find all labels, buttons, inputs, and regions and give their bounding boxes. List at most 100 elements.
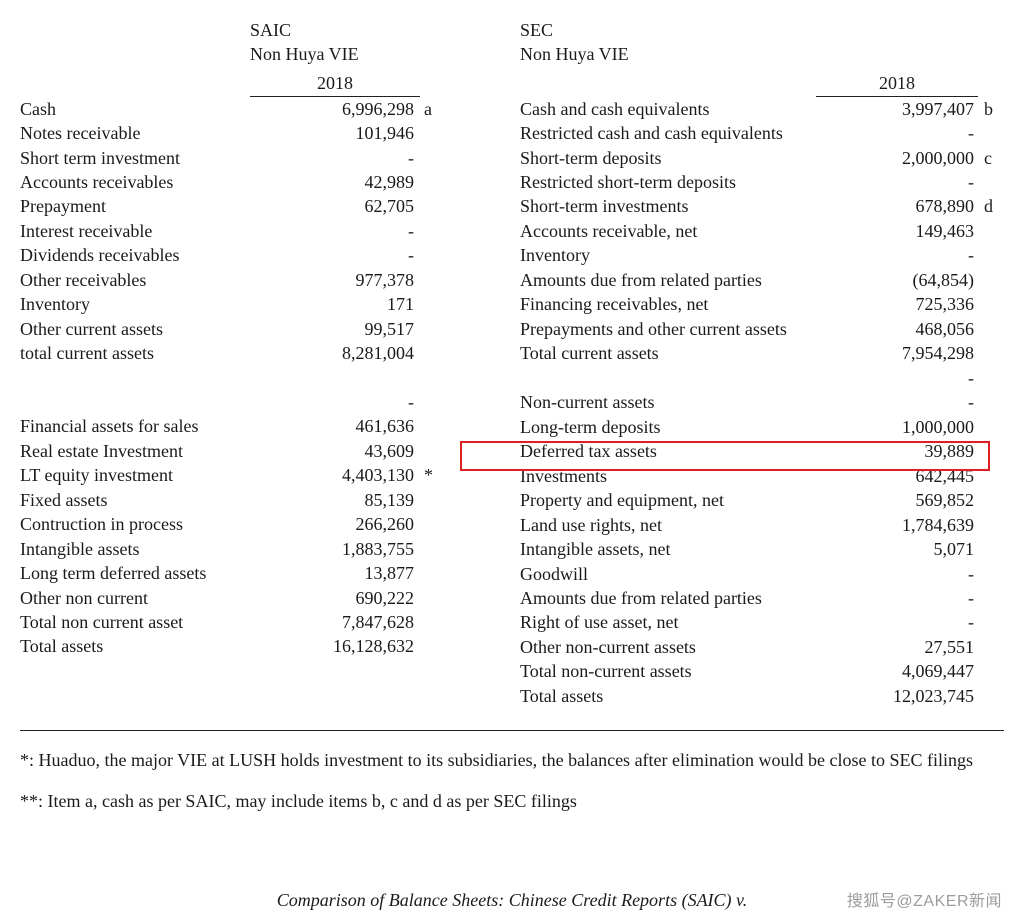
row-label: Other non-current assets — [520, 635, 816, 659]
row-value: - — [816, 243, 978, 267]
row-label: Fixed assets — [20, 488, 248, 512]
row-label: Investments — [520, 464, 816, 488]
row-value: 4,403,130 — [248, 463, 418, 487]
saic-rows: Cash6,996,298aNotes receivable101,946Sho… — [20, 97, 490, 659]
table-row: Inventory171 — [20, 292, 490, 316]
table-row: Dividends receivables- — [20, 243, 490, 267]
row-value: 13,877 — [248, 561, 418, 585]
row-label: Amounts due from related parties — [520, 586, 816, 610]
table-row: Total assets16,128,632 — [20, 634, 490, 658]
row-label: Prepayment — [20, 194, 248, 218]
table-row: Total assets12,023,745 — [520, 684, 1004, 708]
sec-title-2: Non Huya VIE — [520, 42, 1004, 66]
table-row: Contruction in process266,260 — [20, 512, 490, 536]
row-label: Total assets — [20, 634, 248, 658]
table-row: Short term investment- — [20, 146, 490, 170]
row-label: Accounts receivable, net — [520, 219, 816, 243]
row-label: Long-term deposits — [520, 415, 816, 439]
row-label: Non-current assets — [520, 390, 816, 414]
row-value: 461,636 — [248, 414, 418, 438]
row-value: 468,056 — [816, 317, 978, 341]
table-row: - — [520, 366, 1004, 390]
table-row: Notes receivable101,946 — [20, 121, 490, 145]
row-label: Intangible assets — [20, 537, 248, 561]
row-label: Property and equipment, net — [520, 488, 816, 512]
row-value: - — [816, 562, 978, 586]
saic-year: 2018 — [250, 73, 420, 97]
row-label: Total current assets — [520, 341, 816, 365]
row-label: Prepayments and other current assets — [520, 317, 816, 341]
row-label: Intangible assets, net — [520, 537, 816, 561]
row-value: - — [816, 390, 978, 414]
table-row: Non-current assets- — [520, 390, 1004, 414]
table-row: Deferred tax assets39,889 — [520, 439, 1004, 463]
table-row: Amounts due from related parties- — [520, 586, 1004, 610]
table-row: Long term deferred assets13,877 — [20, 561, 490, 585]
saic-title-1: SAIC — [250, 18, 490, 42]
saic-title-2: Non Huya VIE — [250, 42, 490, 66]
row-value: 642,445 — [816, 464, 978, 488]
row-label: Interest receivable — [20, 219, 248, 243]
row-label: Real estate Investment — [20, 439, 248, 463]
table-row: Total current assets7,954,298 — [520, 341, 1004, 365]
row-value: 6,996,298 — [248, 97, 418, 121]
row-value: - — [816, 586, 978, 610]
row-value: 266,260 — [248, 512, 418, 536]
table-row: Total non current asset7,847,628 — [20, 610, 490, 634]
row-value: 1,883,755 — [248, 537, 418, 561]
row-value: 43,609 — [248, 439, 418, 463]
row-value: 3,997,407 — [816, 97, 978, 121]
sec-header: SEC Non Huya VIE — [520, 18, 1004, 67]
row-label: Long term deferred assets — [20, 561, 248, 585]
sec-column: SEC Non Huya VIE 2018 Cash and cash equi… — [520, 18, 1004, 708]
row-label: Inventory — [520, 243, 816, 267]
table-row: Property and equipment, net569,852 — [520, 488, 1004, 512]
footnote-2: **: Item a, cash as per SAIC, may includ… — [20, 788, 1004, 815]
saic-column: SAIC Non Huya VIE 2018 Cash6,996,298aNot… — [20, 18, 490, 708]
row-label: Financial assets for sales — [20, 414, 248, 438]
table-row: Restricted short-term deposits- — [520, 170, 1004, 194]
table-row: Other receivables977,378 — [20, 268, 490, 292]
row-value: 62,705 — [248, 194, 418, 218]
table-row: Financing receivables, net725,336 — [520, 292, 1004, 316]
row-value: 171 — [248, 292, 418, 316]
table-row: Interest receivable- — [20, 219, 490, 243]
row-label: Accounts receivables — [20, 170, 248, 194]
table-row: Inventory- — [520, 243, 1004, 267]
row-value: - — [816, 610, 978, 634]
row-value: - — [816, 366, 978, 390]
row-label: Land use rights, net — [520, 513, 816, 537]
row-value: 8,281,004 — [248, 341, 418, 365]
row-value: 678,890 — [816, 194, 978, 218]
row-note: c — [978, 146, 1004, 170]
row-value: 85,139 — [248, 488, 418, 512]
row-label: total current assets — [20, 341, 248, 365]
row-label: Total non current asset — [20, 610, 248, 634]
footnote-1: *: Huaduo, the major VIE at LUSH holds i… — [20, 747, 1004, 774]
watermark: 搜狐号@ZAKER新闻 — [839, 887, 1002, 911]
row-label: Right of use asset, net — [520, 610, 816, 634]
table-row: Other current assets99,517 — [20, 317, 490, 341]
row-value: 39,889 — [816, 439, 978, 463]
table-row: Total non-current assets4,069,447 — [520, 659, 1004, 683]
row-value: - — [248, 243, 418, 267]
row-value: 1,000,000 — [816, 415, 978, 439]
table-row: Right of use asset, net- — [520, 610, 1004, 634]
row-label: Amounts due from related parties — [520, 268, 816, 292]
table-row: Long-term deposits1,000,000 — [520, 415, 1004, 439]
row-note: a — [418, 97, 444, 121]
row-value: 149,463 — [816, 219, 978, 243]
table-row: Intangible assets1,883,755 — [20, 537, 490, 561]
table-row: Short-term deposits2,000,000c — [520, 146, 1004, 170]
row-label: Deferred tax assets — [520, 439, 816, 463]
row-note: d — [978, 194, 1004, 218]
sec-year: 2018 — [816, 73, 978, 97]
row-value: 977,378 — [248, 268, 418, 292]
table-row: total current assets8,281,004 — [20, 341, 490, 365]
row-label: Cash and cash equivalents — [520, 97, 816, 121]
row-label: Restricted short-term deposits — [520, 170, 816, 194]
row-value: 12,023,745 — [816, 684, 978, 708]
row-label: Notes receivable — [20, 121, 248, 145]
row-value: 690,222 — [248, 586, 418, 610]
table-row: Prepayments and other current assets468,… — [520, 317, 1004, 341]
